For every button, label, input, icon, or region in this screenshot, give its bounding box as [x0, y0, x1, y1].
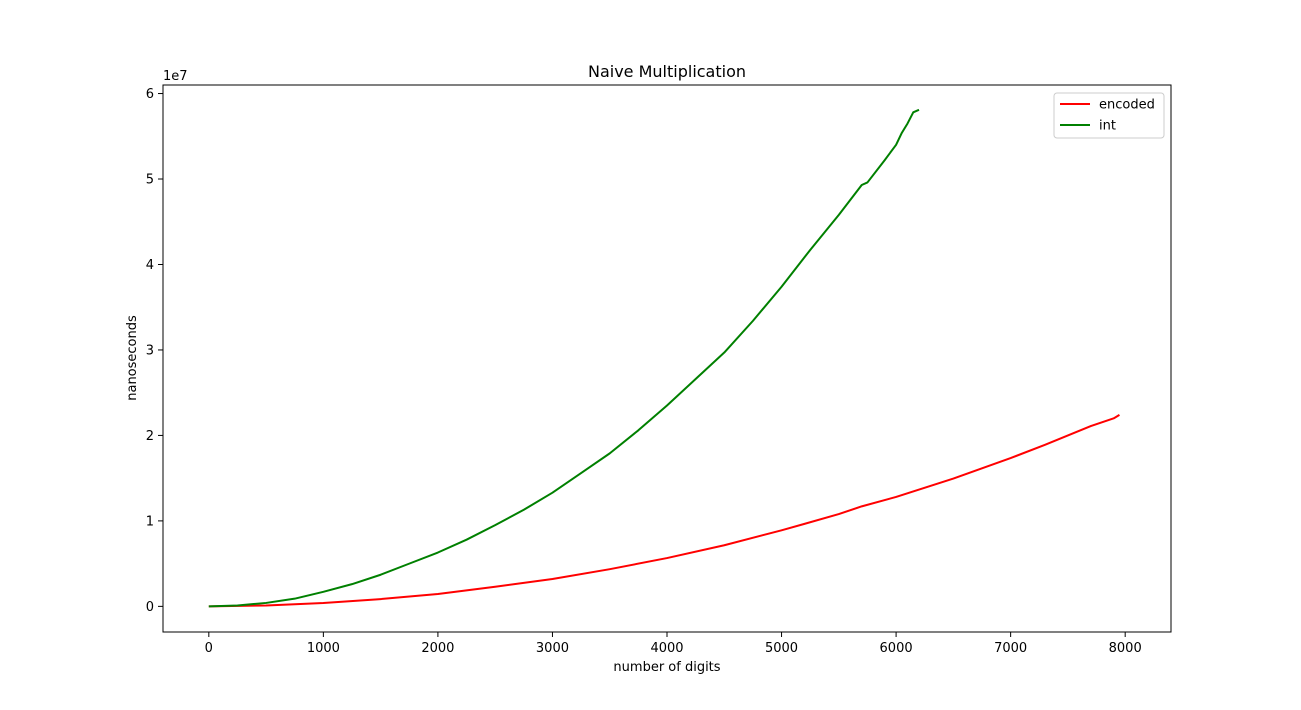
x-axis-ticks: 0 1000 2000 3000 4000 5000 6000 7000 8000 [205, 632, 1142, 656]
x-tick-label: 1000 [307, 641, 340, 656]
series-layer [208, 108, 1120, 608]
legend-label-encoded: encoded [1099, 98, 1155, 113]
y-tick-label: 0 [146, 600, 154, 615]
y-axis-offset-label: 1e7 [163, 69, 188, 84]
series-line-encoded [208, 414, 1120, 608]
y-tick-label: 2 [146, 429, 154, 444]
legend: encoded int [1053, 92, 1165, 139]
y-axis-label: nanoseconds [125, 315, 140, 401]
x-tick-label: 6000 [880, 641, 913, 656]
legend-label-int: int [1099, 119, 1116, 134]
x-tick-label: 5000 [765, 641, 798, 656]
x-tick-label: 7000 [994, 641, 1027, 656]
series-line-int [208, 108, 920, 608]
chart-title: Naive Multiplication [588, 62, 746, 81]
x-tick-label: 0 [205, 641, 213, 656]
x-tick-label: 3000 [536, 641, 569, 656]
y-tick-label: 4 [146, 258, 154, 273]
x-tick-label: 2000 [421, 641, 454, 656]
y-tick-label: 6 [146, 87, 154, 102]
x-tick-label: 4000 [650, 641, 683, 656]
y-axis-ticks: 0 1 2 3 4 5 6 [146, 87, 163, 615]
y-tick-label: 5 [146, 173, 154, 188]
x-axis-label: number of digits [613, 660, 720, 675]
y-tick-label: 3 [146, 343, 154, 358]
y-tick-label: 1 [146, 514, 154, 529]
x-tick-label: 8000 [1109, 641, 1142, 656]
